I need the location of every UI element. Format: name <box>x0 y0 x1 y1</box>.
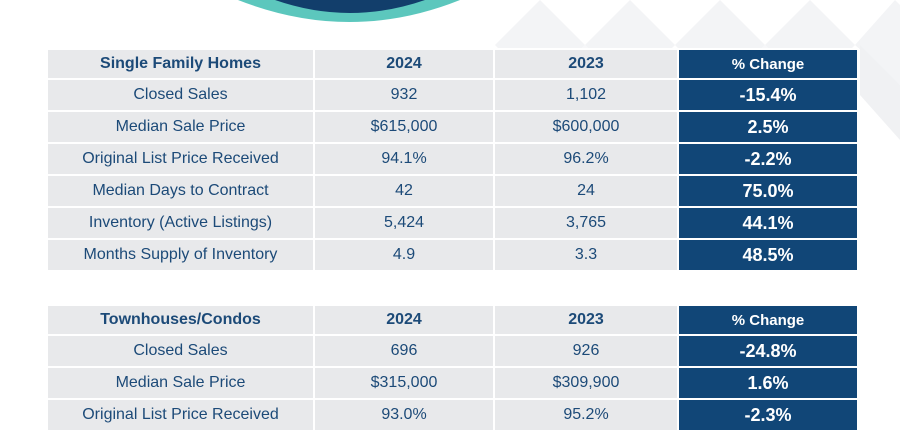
year-2023-header: 2023 <box>493 304 679 336</box>
table-row: Original List Price Received 93.0% 95.2%… <box>46 398 859 432</box>
percent-change: -2.2% <box>677 142 859 176</box>
metric-label: Closed Sales <box>46 78 315 112</box>
value-2023: 926 <box>493 334 679 368</box>
metric-label: Median Sale Price <box>46 366 315 400</box>
header-arc <box>238 0 460 22</box>
metric-label: Closed Sales <box>46 334 315 368</box>
table-row: Inventory (Active Listings) 5,424 3,765 … <box>46 206 859 240</box>
value-2023: 96.2% <box>493 142 679 176</box>
percent-change: -15.4% <box>677 78 859 112</box>
category-header: Single Family Homes <box>46 48 315 80</box>
percent-change: 75.0% <box>677 174 859 208</box>
percent-change: 44.1% <box>677 206 859 240</box>
metric-label: Original List Price Received <box>46 142 315 176</box>
table-header-row: Single Family Homes 2024 2023 % Change <box>46 48 859 80</box>
value-2024: 93.0% <box>313 398 495 432</box>
category-header: Townhouses/Condos <box>46 304 315 336</box>
value-2024: 932 <box>313 78 495 112</box>
value-2023: $600,000 <box>493 110 679 144</box>
value-2023: 1,102 <box>493 78 679 112</box>
value-2023: 24 <box>493 174 679 208</box>
metric-label: Median Days to Contract <box>46 174 315 208</box>
table-row: Median Days to Contract 42 24 75.0% <box>46 174 859 208</box>
year-2024-header: 2024 <box>313 48 495 80</box>
table-row: Closed Sales 696 926 -24.8% <box>46 334 859 368</box>
value-2024: $615,000 <box>313 110 495 144</box>
table-row: Closed Sales 932 1,102 -15.4% <box>46 78 859 112</box>
value-2024: 696 <box>313 334 495 368</box>
metric-label: Inventory (Active Listings) <box>46 206 315 240</box>
townhouses-condos-table: Townhouses/Condos 2024 2023 % Change Clo… <box>46 304 859 432</box>
percent-change-header: % Change <box>677 48 859 80</box>
percent-change: 2.5% <box>677 110 859 144</box>
value-2023: 3,765 <box>493 206 679 240</box>
percent-change: 1.6% <box>677 366 859 400</box>
percent-change: -24.8% <box>677 334 859 368</box>
value-2023: 3.3 <box>493 238 679 272</box>
year-2023-header: 2023 <box>493 48 679 80</box>
value-2024: 94.1% <box>313 142 495 176</box>
table-row: Original List Price Received 94.1% 96.2%… <box>46 142 859 176</box>
percent-change-header: % Change <box>677 304 859 336</box>
value-2023: $309,900 <box>493 366 679 400</box>
table-row: Median Sale Price $615,000 $600,000 2.5% <box>46 110 859 144</box>
metric-label: Median Sale Price <box>46 110 315 144</box>
table-header-row: Townhouses/Condos 2024 2023 % Change <box>46 304 859 336</box>
value-2023: 95.2% <box>493 398 679 432</box>
percent-change: -2.3% <box>677 398 859 432</box>
value-2024: 42 <box>313 174 495 208</box>
single-family-homes-table: Single Family Homes 2024 2023 % Change C… <box>46 48 859 272</box>
year-2024-header: 2024 <box>313 304 495 336</box>
metric-label: Months Supply of Inventory <box>46 238 315 272</box>
metric-label: Original List Price Received <box>46 398 315 432</box>
value-2024: 5,424 <box>313 206 495 240</box>
value-2024: 4.9 <box>313 238 495 272</box>
table-row: Months Supply of Inventory 4.9 3.3 48.5% <box>46 238 859 272</box>
percent-change: 48.5% <box>677 238 859 272</box>
table-row: Median Sale Price $315,000 $309,900 1.6% <box>46 366 859 400</box>
value-2024: $315,000 <box>313 366 495 400</box>
